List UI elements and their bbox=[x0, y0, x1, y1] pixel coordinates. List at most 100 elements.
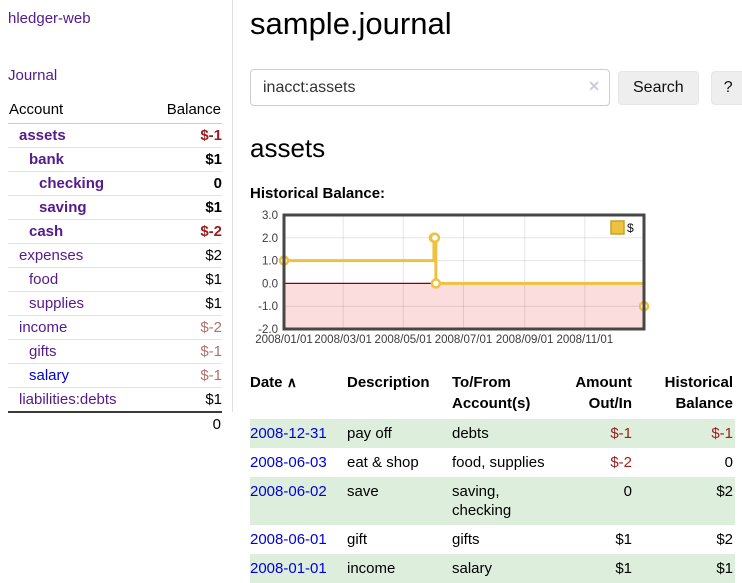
transaction-date-link[interactable]: 2008-01-01 bbox=[250, 560, 327, 577]
account-name-cell: gifts bbox=[8, 339, 149, 364]
y-axis-tick-label: -1.0 bbox=[258, 301, 278, 313]
y-axis-tick-label: 0.0 bbox=[262, 278, 278, 290]
register-header-amount: Amount Out/In bbox=[575, 374, 632, 412]
account-balance: $1 bbox=[148, 291, 222, 316]
accounts-header-account: Account bbox=[8, 98, 149, 124]
account-name-cell: cash bbox=[8, 219, 149, 244]
clear-search-icon[interactable]: ✕ bbox=[588, 78, 600, 94]
transaction-date-cell: 2008-01-01 bbox=[250, 554, 347, 583]
data-point-marker bbox=[430, 278, 442, 289]
account-balance: $1 bbox=[148, 195, 222, 220]
y-axis-tick-label: -2.0 bbox=[258, 324, 278, 336]
register-header-description: Description bbox=[347, 374, 430, 391]
transaction-balance: $2 bbox=[716, 531, 733, 548]
transaction-balance: $-1 bbox=[711, 425, 733, 442]
account-link-salary[interactable]: salary bbox=[29, 367, 70, 384]
balance-chart[interactable]: $3.0 2.0 1.0 0.0 -1.0 -2.0 2008/01/01 2008/03/0… bbox=[250, 209, 742, 350]
transaction-balance: $1 bbox=[716, 560, 733, 577]
transaction-amount: $1 bbox=[615, 531, 632, 548]
account-row: saving $1 bbox=[8, 195, 222, 220]
search-bar: ✕ Search ? bbox=[250, 69, 742, 106]
transaction-date-link[interactable]: 2008-12-31 bbox=[250, 425, 327, 442]
data-point-marker bbox=[429, 232, 441, 244]
x-axis-tick-label: 2008/05/01 bbox=[375, 334, 433, 346]
register-header-balance: Historical Balance bbox=[664, 374, 733, 412]
account-row: expenses $2 bbox=[8, 243, 222, 268]
account-balance: $-1 bbox=[200, 127, 222, 144]
transaction-balance: $2 bbox=[716, 483, 733, 500]
account-link-food[interactable]: food bbox=[29, 271, 59, 288]
account-link-gifts[interactable]: gifts bbox=[29, 343, 57, 360]
account-link-saving[interactable]: saving bbox=[39, 199, 87, 216]
x-axis-tick-label: 2008/11/01 bbox=[556, 334, 613, 346]
transaction-accounts: food, supplies bbox=[452, 454, 545, 471]
accounts-balance-table: Account Balance assets $-1 bank $1 checking 0… bbox=[8, 98, 222, 436]
negative-region bbox=[284, 283, 644, 329]
account-name-cell: supplies bbox=[8, 291, 149, 316]
transaction-date-link[interactable]: 2008-06-02 bbox=[250, 483, 327, 500]
transaction-date-cell: 2008-06-03 bbox=[250, 448, 347, 477]
account-balance: 0 bbox=[148, 171, 222, 196]
sidebar-item-journal[interactable]: Journal bbox=[8, 67, 58, 84]
transaction-accounts: gifts bbox=[452, 531, 480, 548]
chart-title: Historical Balance: bbox=[250, 185, 386, 202]
plot-border bbox=[282, 213, 646, 331]
transaction-date-link[interactable]: 2008-06-01 bbox=[250, 531, 327, 548]
x-axis-tick-label: 2008/09/01 bbox=[496, 334, 554, 346]
register-row: 2008-01-01 income salary $1 $1 bbox=[250, 554, 735, 583]
account-row: gifts $-1 bbox=[8, 339, 222, 364]
account-link-assets[interactable]: assets bbox=[19, 127, 66, 144]
transaction-date-link[interactable]: 2008-06-03 bbox=[250, 454, 327, 471]
y-axis-tick-label: 3.0 bbox=[262, 210, 278, 222]
account-link-income[interactable]: income bbox=[19, 319, 68, 336]
search-input[interactable] bbox=[250, 69, 610, 106]
transaction-date-cell: 2008-06-01 bbox=[250, 525, 347, 554]
transaction-amount: $-2 bbox=[610, 454, 632, 471]
account-heading: assets bbox=[250, 133, 326, 163]
account-name-cell: income bbox=[8, 315, 149, 340]
accounts-total-row: 0 bbox=[8, 411, 222, 436]
transaction-accounts: debts bbox=[452, 425, 489, 442]
accounts-total-value: 0 bbox=[148, 411, 222, 436]
register-row: 2008-06-01 gift gifts $1 $2 bbox=[250, 525, 735, 554]
transaction-amount: $-1 bbox=[610, 425, 632, 442]
account-balance: $1 bbox=[148, 387, 222, 412]
register-header-date[interactable]: Date ∧ bbox=[250, 374, 297, 391]
x-axis-tick-label: 2008/03/01 bbox=[314, 334, 372, 346]
account-balance: $-1 bbox=[148, 363, 222, 388]
transaction-accounts: salary bbox=[452, 560, 493, 577]
transaction-date-cell: 2008-06-02 bbox=[250, 477, 347, 525]
x-axis-tick-label: 2008/07/01 bbox=[435, 334, 493, 346]
account-name-cell: food bbox=[8, 267, 149, 292]
account-name-cell: liabilities:debts bbox=[8, 387, 149, 412]
account-name-cell: expenses bbox=[8, 243, 149, 268]
app-title-link[interactable]: hledger-web bbox=[8, 10, 91, 27]
account-balance: $2 bbox=[148, 243, 222, 268]
x-axis-tick-label: 2008/01/01 bbox=[255, 334, 313, 346]
account-name-cell: bank bbox=[8, 147, 149, 172]
account-link-checking[interactable]: checking bbox=[39, 175, 105, 192]
account-link-bank[interactable]: bank bbox=[29, 151, 65, 168]
account-link-supplies[interactable]: supplies bbox=[29, 295, 85, 312]
register-row: 2008-06-03 eat & shop food, supplies $-2 0 bbox=[250, 448, 735, 477]
accounts-header-balance: Balance bbox=[148, 98, 222, 124]
transaction-description: gift bbox=[347, 531, 368, 548]
account-link-liabilities-debts[interactable]: liabilities:debts bbox=[19, 391, 117, 408]
transaction-description: eat & shop bbox=[347, 454, 419, 471]
account-row: liabilities:debts $1 bbox=[8, 387, 222, 412]
account-name-cell: salary bbox=[8, 363, 149, 388]
sort-ascending-icon: ∧ bbox=[286, 374, 297, 390]
transaction-description: pay off bbox=[347, 425, 392, 442]
account-balance: $1 bbox=[148, 147, 222, 172]
account-link-cash[interactable]: cash bbox=[29, 223, 64, 240]
account-row: food $1 bbox=[8, 267, 222, 292]
account-link-expenses[interactable]: expenses bbox=[19, 247, 84, 264]
y-axis-tick-label: 1.0 bbox=[262, 256, 278, 268]
transaction-date-cell: 2008-12-31 bbox=[250, 419, 347, 448]
register-row: 2008-12-31 pay off debts $-1 $-1 bbox=[250, 419, 735, 448]
total-spacer bbox=[8, 411, 149, 436]
help-button[interactable]: ? bbox=[710, 70, 742, 105]
sidebar: hledger-web Journal Account Balance asse… bbox=[0, 0, 233, 436]
search-button[interactable]: Search bbox=[618, 70, 699, 105]
